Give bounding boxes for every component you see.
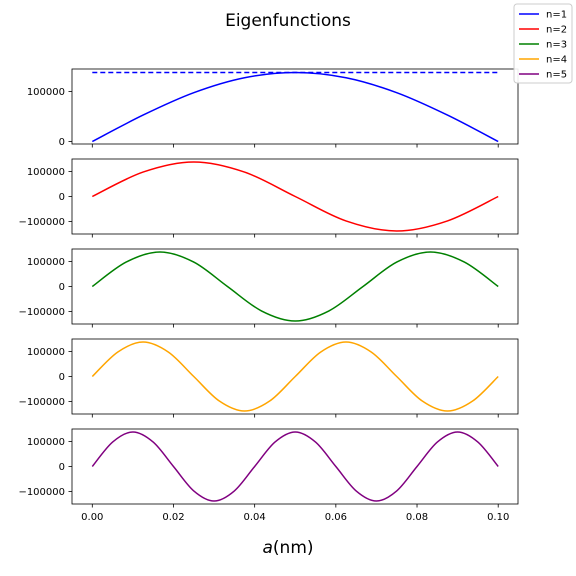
- series-line-n5: [91, 431, 499, 502]
- figure-title: Eigenfunctions: [225, 11, 351, 31]
- y-tick-label: −100000: [18, 487, 65, 498]
- legend-box: [513, 3, 573, 84]
- legend-label-n=1: n=1: [546, 10, 567, 21]
- x-axis-label-variable: a: [262, 538, 272, 558]
- series-line-n4: [91, 341, 499, 412]
- subplot-n3: −100000 0 100000: [18, 248, 519, 328]
- x-tick-label: 0.10: [487, 512, 509, 523]
- x-axis-label-unit: (nm): [273, 538, 314, 558]
- legend-label-n=2: n=2: [546, 25, 567, 36]
- y-tick-label: −100000: [18, 307, 65, 318]
- y-tick-label: 0: [59, 462, 65, 473]
- series-line-n2: [91, 161, 499, 232]
- x-tick-label: 0.02: [162, 512, 184, 523]
- subplot-n1: 0 100000: [27, 68, 519, 148]
- subplots-group: 0100000−1000000100000−1000000100000−1000…: [18, 68, 519, 523]
- y-tick-label: 100000: [27, 167, 65, 178]
- y-tick-label: −100000: [18, 397, 65, 408]
- x-tick-label: 0.04: [244, 512, 266, 523]
- y-tick-label: 100000: [27, 87, 65, 98]
- series-line-n1: [91, 71, 499, 143]
- y-tick-label: 100000: [27, 347, 65, 358]
- x-tick-label: 0.08: [406, 512, 428, 523]
- x-tick-label: 0.06: [325, 512, 347, 523]
- x-axis-label: a(nm): [262, 538, 313, 558]
- y-tick-label: 0: [59, 282, 65, 293]
- x-tick-label: 0.00: [81, 512, 103, 523]
- legend-label-n=5: n=5: [546, 70, 567, 81]
- series-line-n3: [91, 251, 499, 322]
- axes-frame-n1: [71, 68, 519, 145]
- legend-label-n=3: n=3: [546, 40, 567, 51]
- y-tick-label: 0: [59, 137, 65, 148]
- y-tick-label: 100000: [27, 437, 65, 448]
- y-tick-label: −100000: [18, 217, 65, 228]
- y-tick-label: 100000: [27, 257, 65, 268]
- subplot-n5: −100000 0 100000 0.00 0.02 0.04 0.06 0.08 0.10: [18, 428, 519, 523]
- y-tick-label: 0: [59, 192, 65, 203]
- subplot-n2: −100000 0 100000: [18, 158, 519, 238]
- subplot-n4: −100000 0 100000: [18, 338, 519, 418]
- legend-label-n=4: n=4: [546, 55, 567, 66]
- y-tick-label: 0: [59, 372, 65, 383]
- legend: n=1 n=2 n=3 n=4 n=5: [513, 3, 573, 84]
